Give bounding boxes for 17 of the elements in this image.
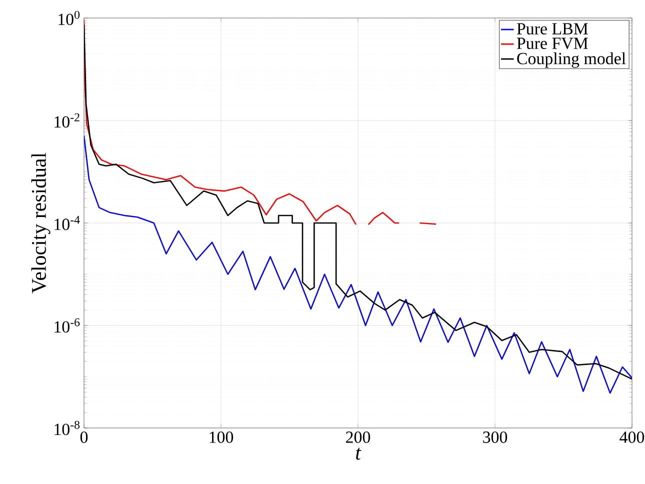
y-tick-label: 10$^{-8}$ [54,420,80,436]
legend-label: Pure FVM [516,38,588,50]
x-axis-title: t [356,448,362,460]
y-axis-title: Velocity residual [31,152,50,294]
y-tick-label: 10$^{-6}$ [54,318,80,333]
x-tick-label: 300 [483,432,508,443]
line-series [84,135,632,394]
x-tick-label: 100 [210,432,234,443]
y-tick-label: 10$^{0}$ [58,10,80,26]
x-tick-label: 0 [80,432,88,443]
line-series [84,24,632,380]
x-tick-label: 200 [346,432,370,443]
legend-label: Pure LBM [516,23,588,34]
y-tick-label: 10$^{-4}$ [54,216,80,230]
x-tick-label: 400 [620,432,644,443]
legend-label: Coupling model [517,52,626,68]
y-tick-label: 10$^{-2}$ [54,113,80,128]
